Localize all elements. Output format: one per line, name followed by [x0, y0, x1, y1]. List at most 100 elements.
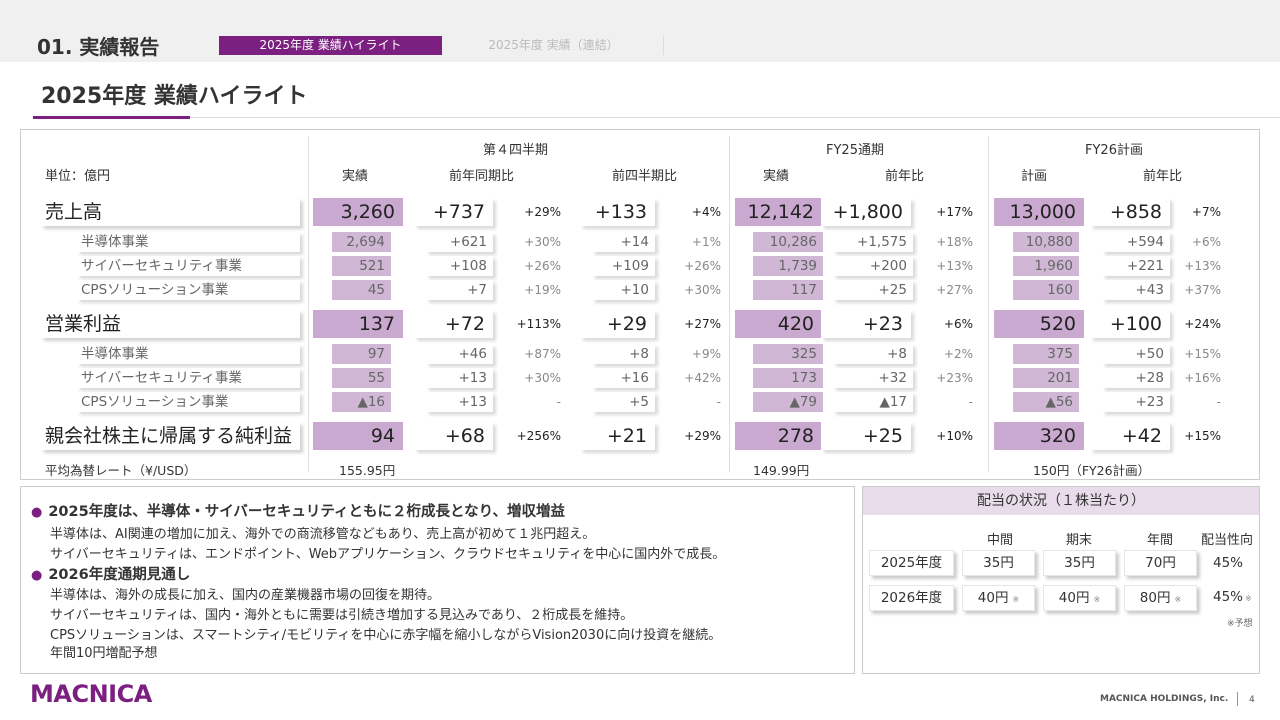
top-bar: [0, 0, 1280, 62]
fx-q4: 155.95円: [339, 463, 396, 478]
table-cell: 173: [753, 368, 823, 388]
table-cell: 420: [735, 310, 822, 338]
dividend-panel: 配当の状況（１株当たり） 中間 期末 年間 配当性向 2025年度 35円 35…: [862, 486, 1260, 674]
table-cell: +16%: [1184, 371, 1221, 385]
table-cell: +858: [1090, 198, 1170, 226]
table-cell: 320: [994, 422, 1084, 450]
table-cell: 117: [753, 280, 823, 300]
row-label: CPSソリューション事業: [77, 280, 300, 300]
table-cell: 1,960: [1013, 256, 1079, 276]
dividend-value: 45%: [1213, 589, 1244, 605]
table-cell: +108: [426, 256, 493, 276]
table-cell: ▲16: [332, 392, 391, 412]
bullet-text: 半導体は、AI関連の増加に加え、海外での商流移管などもあり、売上高が初めて１兆円…: [50, 527, 596, 542]
row-label: 半導体事業: [77, 344, 300, 364]
dividend-col-interim: 中間: [987, 533, 1014, 548]
bullet-text: 半導体は、海外の成長に加え、国内の産業機器市場の回復を期待。: [50, 588, 441, 603]
fx-fy26: 150円（FY26計画）: [1033, 463, 1151, 478]
col-qoq: 前四半期比: [612, 169, 678, 184]
page-number: 4: [1249, 695, 1255, 705]
table-cell: -: [716, 395, 721, 409]
row-label: サイバーセキュリティ事業: [77, 256, 300, 276]
table-cell: ▲56: [1013, 392, 1079, 412]
table-cell: +4%: [691, 205, 721, 219]
bullet-heading-2: ● 2026年度通期見通し: [31, 563, 190, 584]
col-fy-yoy: 前年比: [885, 169, 925, 184]
dividend-payout: 45%: [1213, 555, 1244, 571]
table-cell: +18%: [936, 235, 973, 249]
table-cell: +24%: [1184, 317, 1221, 331]
bullet-heading-1: ● 2025年度は、半導体・サイバーセキュリティともに２桁成長となり、増収増益: [31, 500, 565, 521]
table-cell: 1,739: [753, 256, 823, 276]
group-fy26: FY26計画: [1085, 143, 1143, 158]
table-cell: +594: [1102, 232, 1170, 252]
table-cell: +8: [833, 344, 913, 364]
table-cell: +737: [414, 198, 493, 226]
table-cell: +10: [592, 280, 655, 300]
table-cell: +16: [592, 368, 655, 388]
table-cell: +133: [580, 198, 655, 226]
dividend-yearend: 35円: [1043, 550, 1116, 576]
table-cell: +29%: [524, 205, 561, 219]
table-cell: 137: [313, 310, 403, 338]
table-cell: +23: [1102, 392, 1170, 412]
table-cell: +26%: [524, 259, 561, 273]
table-cell: +42%: [684, 371, 721, 385]
col-divider: [988, 136, 989, 472]
row-label: サイバーセキュリティ事業: [77, 368, 300, 388]
table-cell: 278: [735, 422, 822, 450]
page-title: 2025年度 業績ハイライト: [41, 84, 308, 109]
table-cell: 521: [332, 256, 391, 276]
row-label: 半導体事業: [77, 232, 300, 252]
forecast-mark: ※: [1174, 595, 1182, 604]
table-cell: 13,000: [994, 198, 1084, 226]
table-cell: 45: [332, 280, 391, 300]
table-cell: +29: [580, 310, 655, 338]
table-cell: +21: [580, 422, 655, 450]
row-label: 親会社株主に帰属する純利益: [41, 422, 300, 450]
table-cell: ▲17: [833, 392, 913, 412]
table-cell: 94: [313, 422, 403, 450]
table-cell: +27%: [936, 283, 973, 297]
dividend-year: 2026年度: [869, 585, 954, 611]
section-title: 01. 実績報告: [37, 35, 160, 59]
dividend-interim: 40円 ※: [962, 585, 1035, 611]
table-cell: 12,142: [735, 198, 822, 226]
col-actual: 実績: [342, 169, 369, 184]
table-cell: +221: [1102, 256, 1170, 276]
table-cell: +32: [833, 368, 913, 388]
table-cell: +25: [821, 422, 911, 450]
dividend-interim: 35円: [962, 550, 1035, 576]
table-cell: +14: [592, 232, 655, 252]
table-cell: +72: [414, 310, 493, 338]
col-divider: [729, 136, 730, 472]
dividend-col-annual: 年間: [1147, 533, 1174, 548]
dividend-payout: 45% ※: [1213, 589, 1252, 605]
table-cell: +29%: [684, 429, 721, 443]
table-cell: +30%: [684, 283, 721, 297]
table-cell: +8: [592, 344, 655, 364]
dividend-value: 40円: [1058, 590, 1090, 606]
table-cell: +50: [1102, 344, 1170, 364]
group-fy25: FY25通期: [826, 143, 884, 158]
table-cell: +26%: [684, 259, 721, 273]
table-cell: +13: [426, 392, 493, 412]
tab-results[interactable]: 2025年度 実績（連結）: [444, 36, 664, 55]
table-cell: +37%: [1184, 283, 1221, 297]
col-divider: [308, 136, 309, 472]
table-cell: +100: [1090, 310, 1170, 338]
table-cell: +6%: [943, 317, 973, 331]
table-cell: +15%: [1184, 429, 1221, 443]
bullet-text: 年間10円増配予想: [50, 646, 158, 661]
dividend-yearend: 40円 ※: [1043, 585, 1116, 611]
tab-highlights[interactable]: 2025年度 業績ハイライト: [219, 36, 442, 55]
fx-fy25: 149.99円: [753, 463, 810, 478]
table-cell: +109: [592, 256, 655, 276]
footer-divider: [1237, 692, 1238, 706]
row-label: CPSソリューション事業: [77, 392, 300, 412]
commentary-panel: ● 2025年度は、半導体・サイバーセキュリティともに２桁成長となり、増収増益 半…: [20, 486, 855, 674]
table-cell: 520: [994, 310, 1084, 338]
table-cell: ▲79: [753, 392, 823, 412]
footer-company: MACNICA HOLDINGS, Inc.: [1100, 694, 1229, 704]
table-cell: +30%: [524, 235, 561, 249]
